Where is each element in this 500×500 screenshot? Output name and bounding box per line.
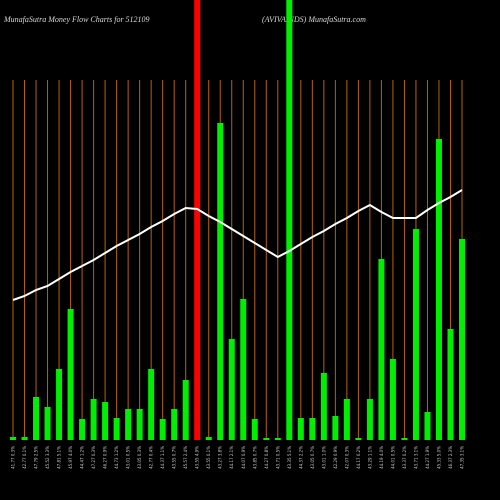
x-tick-label: 46.27 0.9% [103, 446, 108, 469]
x-tick-label: 44.07 0.9% [241, 446, 246, 469]
x-tick-label: 42.77 0.4% [149, 446, 154, 469]
bar [378, 259, 385, 440]
x-tick-label: 45.52 3.3% [45, 446, 50, 469]
bar [286, 0, 293, 440]
x-tick-label: 47.35 3.1% [460, 446, 465, 469]
x-tick-label: 43.01 0.5% [126, 446, 131, 469]
bar [90, 399, 97, 440]
x-tick-label: 43.37 0.2% [402, 446, 407, 469]
bar [263, 438, 270, 440]
bar [159, 419, 166, 440]
x-tick-label: 44.73 1.2% [114, 446, 119, 469]
x-tick-label: 45.97 4.0% [68, 446, 73, 469]
x-tick-label: 42.29 0.9% [333, 446, 338, 469]
bar [125, 409, 132, 440]
x-tick-label: 47.79 2.5% [34, 446, 39, 469]
x-tick-label: 43.71 0.5% [275, 446, 280, 469]
x-tick-label: 44.47 1.2% [80, 446, 85, 469]
bar [424, 412, 431, 440]
x-tick-label: 44.37 1.1% [160, 446, 165, 469]
x-tick-label: 43.27 3.8% [218, 446, 223, 469]
bar [240, 299, 247, 440]
bar [355, 438, 362, 440]
x-tick-label: 44.27 0.8% [264, 446, 269, 469]
bar [274, 438, 281, 440]
bar [10, 437, 16, 440]
x-tick-label: 43.55 4.9% [195, 446, 200, 469]
bar [389, 359, 396, 440]
bar [366, 399, 373, 440]
bar [79, 419, 86, 440]
chart-title: MunafaSutra Money Flow Charts for 512109 [3, 15, 150, 24]
bar [44, 407, 51, 440]
x-tick-label: 44.01 0.5% [390, 446, 395, 469]
bar [171, 409, 178, 440]
bar [56, 369, 63, 440]
chart-subtitle: (AVIVAINDS) MunafaSutra.com [262, 15, 366, 24]
x-tick-label: 43.55 0.1% [206, 446, 211, 469]
x-tick-label: 41.77 0.3% [11, 446, 16, 469]
x-tick-label: 43.29 1.1% [367, 446, 372, 469]
bar [182, 380, 189, 440]
bar [102, 402, 109, 440]
x-tick-label: 42.77 0.1% [22, 446, 27, 469]
bar [297, 418, 304, 440]
x-tick-label: 47.81 5.1% [57, 446, 62, 469]
bar [412, 229, 419, 440]
x-tick-label: 44.17 2.1% [229, 446, 234, 469]
bar [447, 329, 454, 440]
x-tick-label: 47.27 0.3% [91, 446, 96, 469]
x-tick-label: 46.37 2.3% [448, 446, 453, 469]
x-tick-label: 45.33 5.0% [436, 446, 441, 469]
bar [113, 418, 120, 440]
bar [435, 139, 442, 440]
x-tick-label: 45.57 2.4% [183, 446, 188, 469]
x-tick-label: 43.71 3.1% [413, 446, 418, 469]
bar [332, 416, 339, 440]
bar [309, 418, 316, 440]
bar [148, 369, 155, 440]
x-tick-label: 44.27 1.9% [425, 446, 430, 469]
bar [251, 419, 258, 440]
x-tick-label: 43.01 1.0% [321, 446, 326, 469]
bar [228, 339, 235, 440]
bar [343, 399, 350, 440]
bar [194, 0, 201, 440]
x-tick-label: 44.19 4.0% [379, 446, 384, 469]
bar [217, 123, 224, 440]
x-tick-label: 43.35 5.1% [287, 446, 292, 469]
bar [320, 373, 327, 440]
bar [33, 397, 40, 440]
x-tick-label: 44.37 2.2% [298, 446, 303, 469]
bar [136, 409, 143, 440]
x-tick-label: 43.05 0.3% [137, 446, 142, 469]
bar [205, 437, 212, 440]
x-tick-label: 43.55 0.7% [172, 446, 177, 469]
money-flow-line [12, 189, 463, 301]
x-tick-label: 42.07 0.3% [344, 446, 349, 469]
bar [67, 309, 74, 440]
x-tick-label: 44.17 0.2% [356, 446, 361, 469]
x-tick-label: 43.05 0.7% [310, 446, 315, 469]
x-tick-label: 43.85 0.7% [252, 446, 257, 469]
bar [21, 437, 28, 440]
bar [459, 239, 465, 440]
bar [401, 438, 408, 440]
